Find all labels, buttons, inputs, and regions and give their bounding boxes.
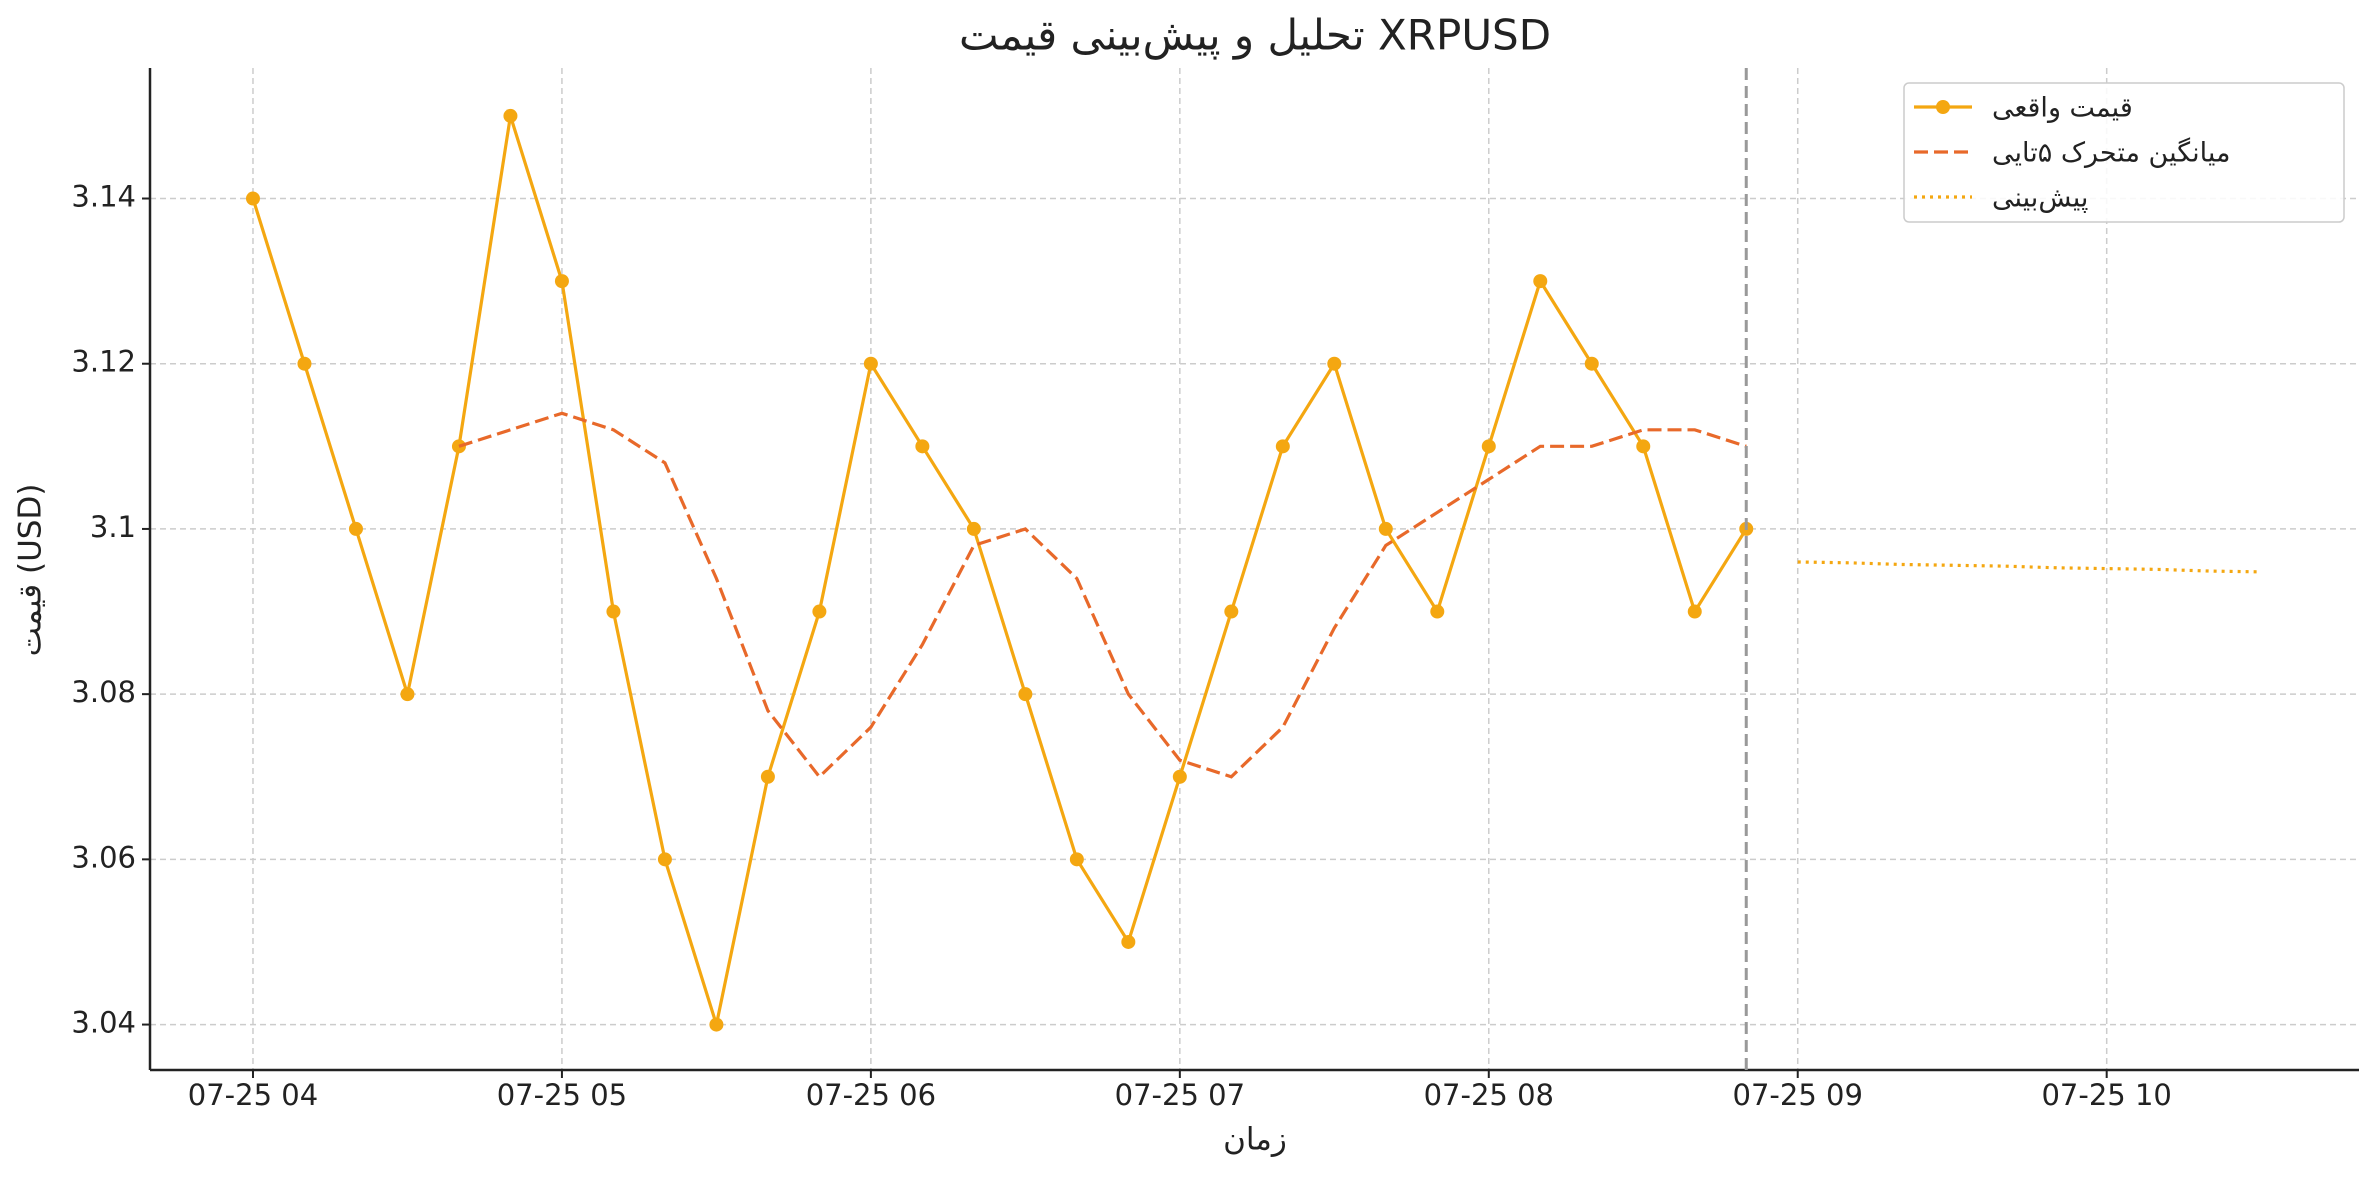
x-tick-label: 07-25 10 [2041, 1078, 2171, 1112]
y-tick-label: 3.08 [71, 675, 136, 709]
x-tick-label: 07-25 04 [188, 1078, 318, 1112]
point [1430, 604, 1445, 619]
point [1636, 439, 1651, 454]
point [1172, 769, 1187, 784]
y-axis-label: قیمت (USD) [13, 484, 49, 657]
legend-label: قیمت واقعی [1992, 93, 2133, 124]
point [812, 604, 827, 619]
x-tick-label: 07-25 07 [1115, 1078, 1245, 1112]
point [1018, 687, 1033, 702]
y-tick-label: 3.04 [71, 1006, 136, 1040]
legend-box [1903, 82, 2345, 223]
y-tick-label: 3.12 [71, 345, 136, 379]
x-tick-label: 07-25 08 [1424, 1078, 1554, 1112]
series-line [1797, 560, 2262, 574]
point [1069, 852, 1084, 867]
point [760, 769, 775, 784]
point [1121, 934, 1136, 949]
point [1224, 604, 1239, 619]
point [1481, 439, 1496, 454]
chart-title: تحلیل و پیش‌بینی قیمت XRPUSD [959, 11, 1551, 61]
point [245, 191, 260, 206]
legend-label: پیش‌بینی [1992, 183, 2088, 214]
point [966, 521, 981, 536]
point [657, 852, 672, 867]
point [1378, 521, 1393, 536]
point [1327, 356, 1342, 371]
point [503, 108, 518, 123]
x-tick-label: 07-25 09 [1733, 1078, 1863, 1112]
x-axis-label: زمان [1223, 1122, 1287, 1158]
point [1533, 274, 1548, 289]
series-line [458, 411, 1747, 780]
y-tick-label: 3.14 [71, 180, 136, 214]
point [863, 356, 878, 371]
legend-label: میانگین متحرک ۵تایی [1992, 137, 2231, 169]
y-tick-label: 3.1 [90, 510, 136, 544]
point [606, 604, 621, 619]
point [915, 439, 930, 454]
point [709, 1017, 724, 1032]
point [297, 356, 312, 371]
point [348, 521, 363, 536]
x-tick-label: 07-25 05 [497, 1078, 627, 1112]
point [1275, 439, 1290, 454]
legend-marker [1936, 100, 1950, 114]
series-line [251, 115, 1748, 1031]
point [554, 274, 569, 289]
y-tick-label: 3.06 [71, 840, 136, 874]
point [1584, 356, 1599, 371]
point [400, 687, 415, 702]
x-tick-label: 07-25 06 [806, 1078, 936, 1112]
point [1687, 604, 1702, 619]
